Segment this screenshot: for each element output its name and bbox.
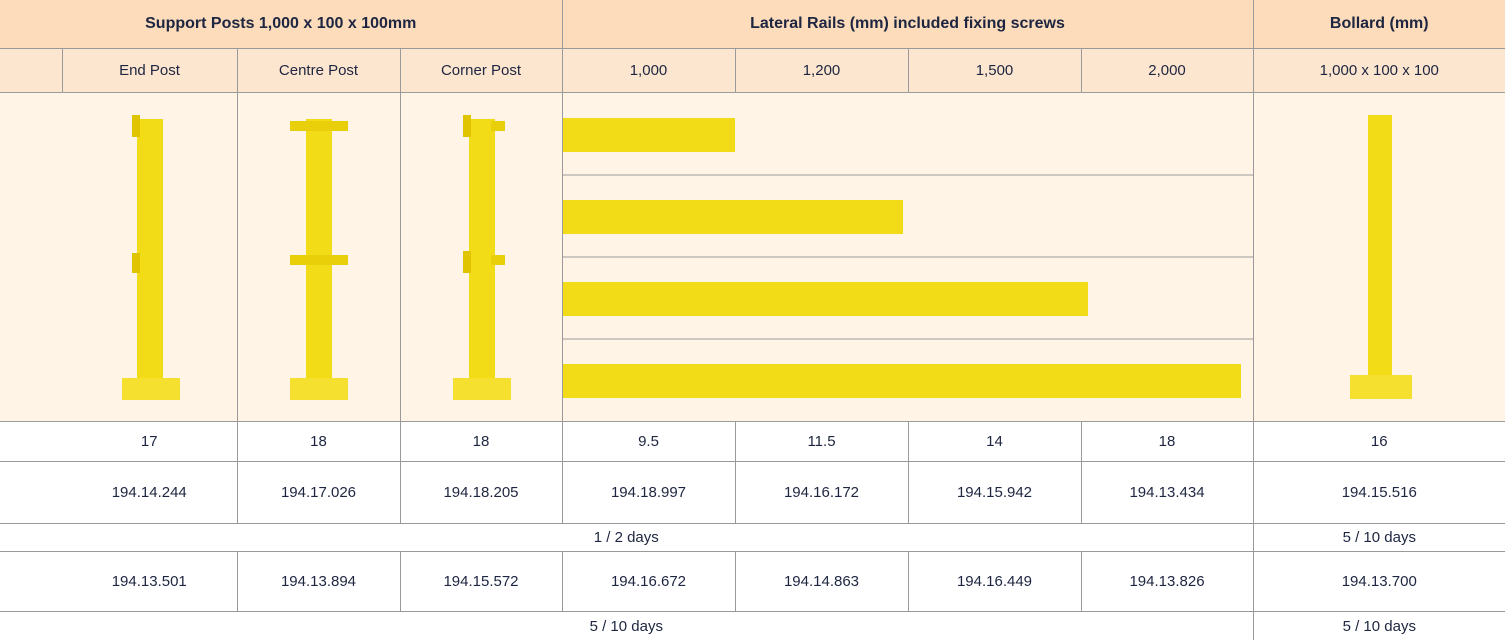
code-cell: 194.15.572 xyxy=(400,551,562,611)
end-post-image xyxy=(62,93,237,421)
column-header: 1,500 xyxy=(908,48,1081,92)
weight-cell: 16 xyxy=(1253,421,1505,461)
column-header: End Post xyxy=(62,48,237,92)
corner-post-image xyxy=(401,93,563,421)
code-cell: 194.18.997 xyxy=(562,461,735,523)
code-cell: 194.13.700 xyxy=(1253,551,1505,611)
bollard-image xyxy=(1254,93,1505,421)
weight-cell: 11.5 xyxy=(735,421,908,461)
image-cell xyxy=(562,92,1253,421)
empty-cell xyxy=(0,461,62,523)
code-cell: 194.16.449 xyxy=(908,551,1081,611)
column-header: 1,200 xyxy=(735,48,908,92)
weight-cell: 9.5 xyxy=(562,421,735,461)
empty-cell xyxy=(0,421,62,461)
page: Support Posts 1,000 x 100 x 100mm Latera… xyxy=(0,0,1505,640)
image-cell xyxy=(62,92,237,421)
delivery-cell: 5 / 10 days xyxy=(1253,523,1505,551)
image-cell xyxy=(237,92,400,421)
column-header: 1,000 x 100 x 100 xyxy=(1253,48,1505,92)
image-cell xyxy=(1253,92,1505,421)
weight-cell: 14 xyxy=(908,421,1081,461)
centre-post-image xyxy=(238,93,401,421)
weight-cell: 17 xyxy=(62,421,237,461)
empty-cell xyxy=(0,92,62,421)
delivery-cell: 5 / 10 days xyxy=(0,611,1253,640)
empty-cell xyxy=(0,48,62,92)
code-cell: 194.16.672 xyxy=(562,551,735,611)
code-cell: 194.15.516 xyxy=(1253,461,1505,523)
code-cell: 194.15.942 xyxy=(908,461,1081,523)
code-cell: 194.13.894 xyxy=(237,551,400,611)
code-cell: 194.13.826 xyxy=(1081,551,1253,611)
code-cell: 194.13.501 xyxy=(62,551,237,611)
code-cell: 194.16.172 xyxy=(735,461,908,523)
weight-cell: 18 xyxy=(237,421,400,461)
weight-cell: 18 xyxy=(1081,421,1253,461)
image-cell xyxy=(400,92,562,421)
code-cell: 194.18.205 xyxy=(400,461,562,523)
rails-image xyxy=(563,93,1254,421)
empty-cell xyxy=(0,551,62,611)
group-header: Bollard (mm) xyxy=(1253,0,1505,48)
code-cell: 194.13.434 xyxy=(1081,461,1253,523)
column-header: 2,000 xyxy=(1081,48,1253,92)
code-cell: 194.14.244 xyxy=(62,461,237,523)
column-header: Centre Post xyxy=(237,48,400,92)
product-table: Support Posts 1,000 x 100 x 100mm Latera… xyxy=(0,0,1505,640)
column-header: 1,000 xyxy=(562,48,735,92)
code-cell: 194.14.863 xyxy=(735,551,908,611)
group-header: Support Posts 1,000 x 100 x 100mm xyxy=(0,0,562,48)
column-header: Corner Post xyxy=(400,48,562,92)
weight-cell: 18 xyxy=(400,421,562,461)
delivery-cell: 5 / 10 days xyxy=(1253,611,1505,640)
group-header: Lateral Rails (mm) included fixing screw… xyxy=(562,0,1253,48)
code-cell: 194.17.026 xyxy=(237,461,400,523)
delivery-cell: 1 / 2 days xyxy=(0,523,1253,551)
